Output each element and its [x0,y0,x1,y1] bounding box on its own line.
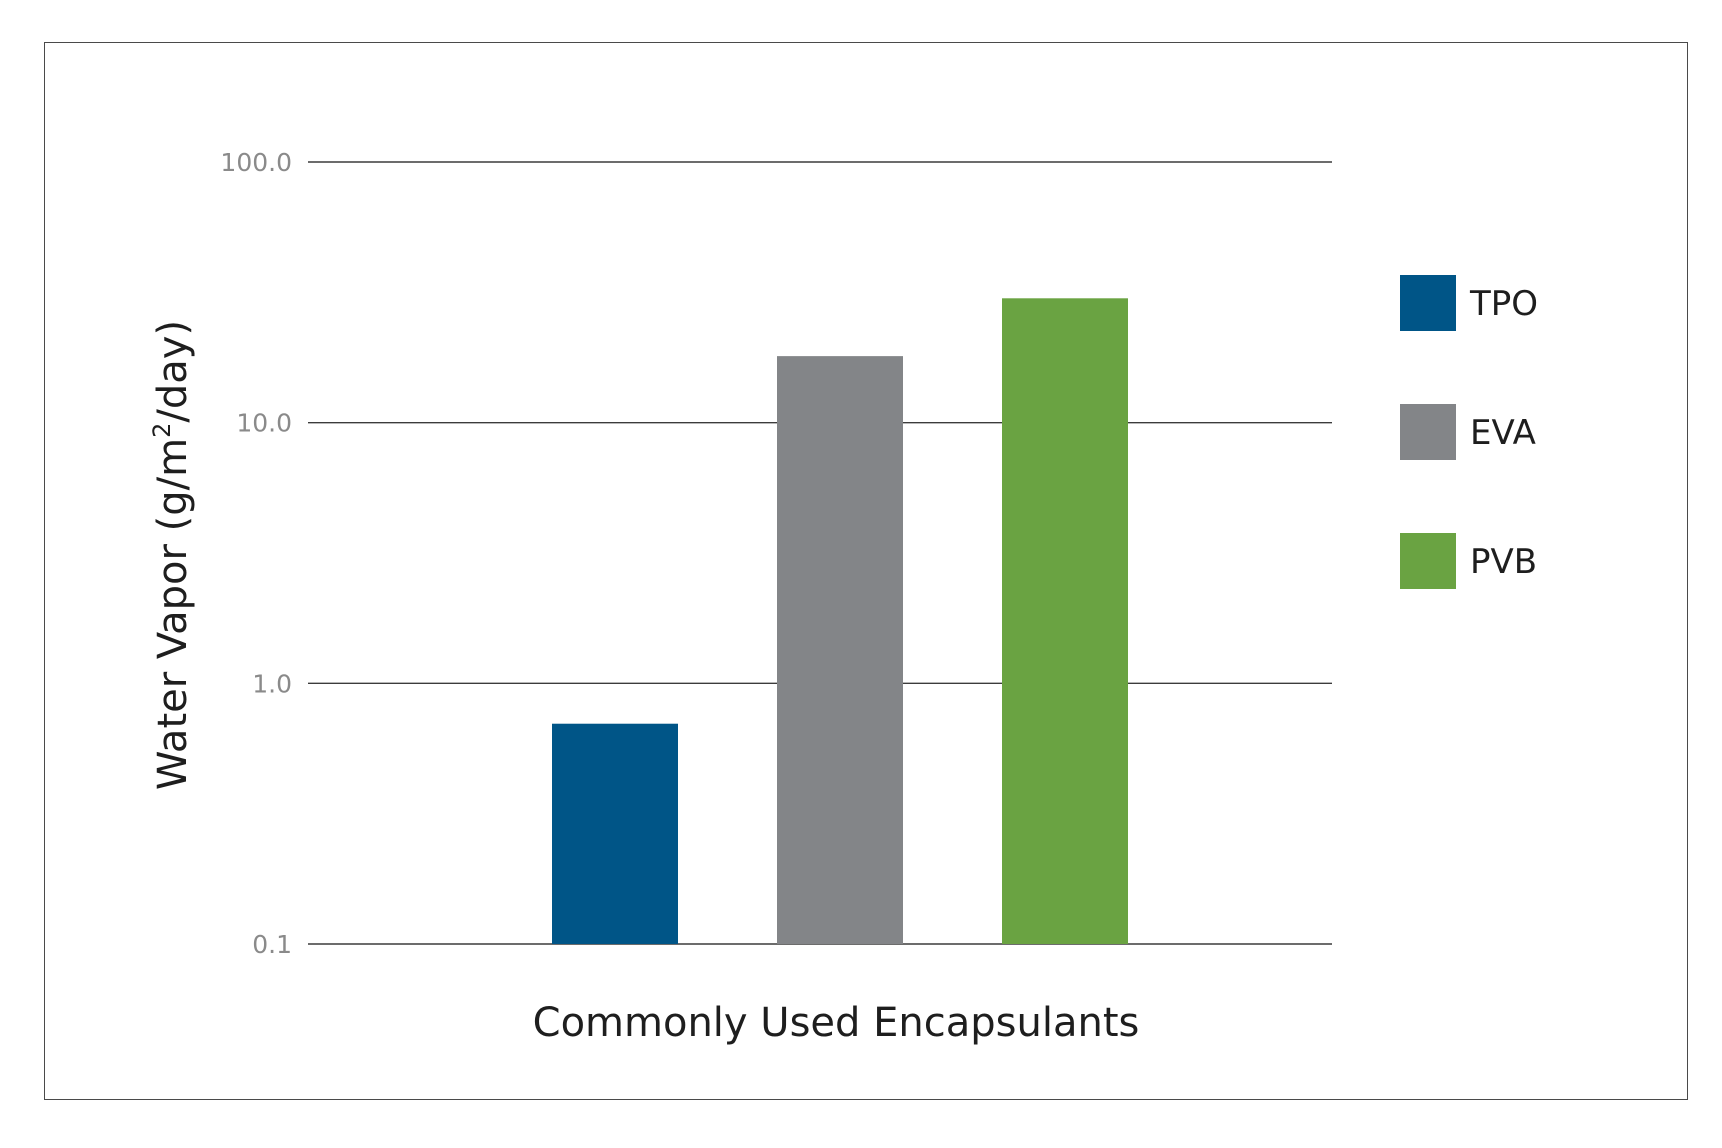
legend-label-tpo: TPO [1469,284,1538,324]
y-axis-title-main: Water Vapor (g/m [150,438,196,790]
legend-label-eva: EVA [1470,413,1536,453]
y-axis-title-superscript: 2 [148,423,176,438]
y-axis-title-end: /day) [150,320,196,423]
y-tick-label: 100.0 [220,148,292,177]
x-axis-title: Commonly Used Encapsulants [533,1000,1140,1046]
y-axis-title: Water Vapor (g/m2/day) [148,320,196,790]
legend-swatch-pvb [1400,533,1456,589]
y-tick-labels: 0.1 1.0 10.0 100.0 [220,148,292,959]
y-tick-label: 10.0 [236,409,292,438]
legend-label-pvb: PVB [1470,542,1537,582]
legend-swatch-eva [1400,404,1456,460]
legend: TPO EVA PVB [1400,275,1538,589]
bars [552,298,1128,945]
chart-frame [44,42,1688,1100]
bar-pvb [1002,298,1128,944]
y-tick-label: 1.0 [252,669,292,698]
bar-tpo [552,723,678,944]
y-tick-label: 0.1 [252,930,292,959]
bar-eva [777,356,903,945]
legend-swatch-tpo [1400,275,1456,331]
